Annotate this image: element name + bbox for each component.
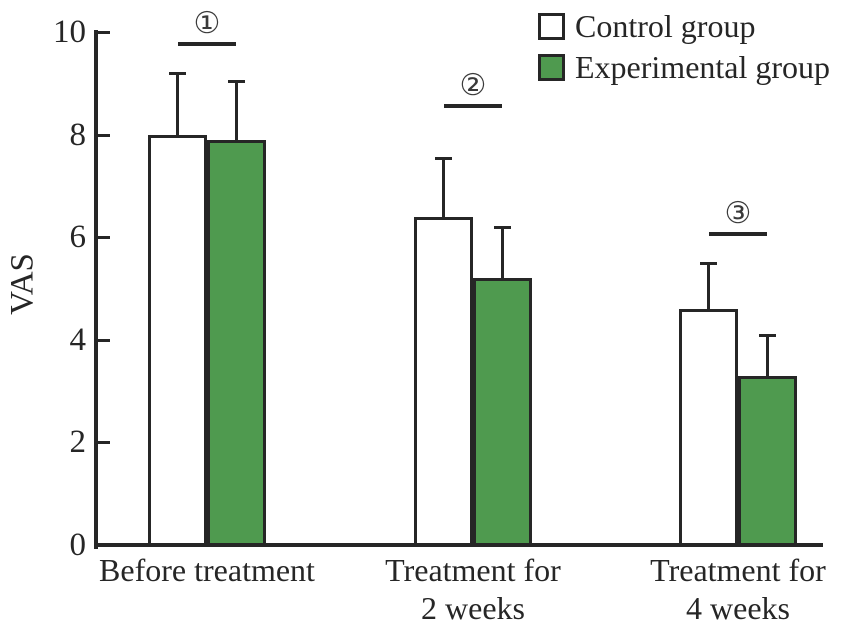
legend-entry-experimental: Experimental group: [538, 47, 830, 88]
x-category-label-2: Treatment for 2 weeks: [385, 552, 561, 626]
significance-marker-3: ③: [724, 196, 752, 232]
y-axis-tick: [97, 133, 110, 137]
error-bar-cap: [435, 156, 452, 160]
error-bar-cap: [759, 333, 776, 337]
y-tick-label: 0: [69, 527, 87, 563]
error-bar-line: [442, 157, 445, 217]
error-bar-cap: [700, 261, 717, 265]
bar-experimental-group-1: [207, 139, 266, 547]
error-bar-cap: [228, 79, 245, 83]
y-axis-line: [94, 30, 98, 549]
y-tick-label: 4: [69, 321, 87, 358]
bar-experimental-group-3: [738, 375, 797, 547]
significance-line-2: [444, 103, 502, 108]
x-category-label-1: Before treatment: [99, 552, 315, 588]
x-axis-line: [94, 543, 823, 547]
error-bar-line: [501, 226, 504, 279]
significance-line-3: [709, 232, 767, 237]
legend: Control group Experimental group: [538, 6, 830, 88]
y-axis-tick: [97, 236, 110, 240]
significance-marker-2: ②: [459, 67, 487, 103]
y-tick-label: 8: [69, 116, 87, 153]
x-category-label-3: Treatment for 4 weeks: [650, 552, 826, 626]
control-group-swatch-icon: [538, 13, 565, 40]
error-bar-line: [766, 334, 769, 376]
y-tick-label: 6: [69, 219, 87, 256]
legend-label-experimental: Experimental group: [575, 49, 831, 85]
bar-control-group-1: [148, 134, 207, 547]
y-axis-tick: [97, 31, 110, 34]
y-axis-tick: [97, 338, 110, 342]
y-tick-label: 2: [69, 424, 87, 461]
experimental-group-swatch-icon: [538, 54, 565, 81]
error-bar-line: [176, 73, 179, 135]
error-bar-cap: [169, 72, 186, 76]
significance-marker-1: ①: [193, 6, 221, 42]
legend-label-control: Control group: [575, 8, 756, 44]
error-bar-cap: [494, 225, 511, 229]
y-tick-label: 10: [53, 14, 86, 50]
legend-entry-control: Control group: [538, 6, 830, 47]
significance-line-1: [178, 42, 236, 47]
bar-control-group-3: [679, 309, 738, 547]
y-axis-tick: [97, 441, 110, 445]
error-bar-line: [235, 80, 238, 140]
bar-experimental-group-2: [473, 278, 532, 547]
bar-control-group-2: [414, 216, 473, 547]
error-bar-line: [707, 262, 710, 309]
y-axis-title: VAS: [4, 253, 41, 315]
